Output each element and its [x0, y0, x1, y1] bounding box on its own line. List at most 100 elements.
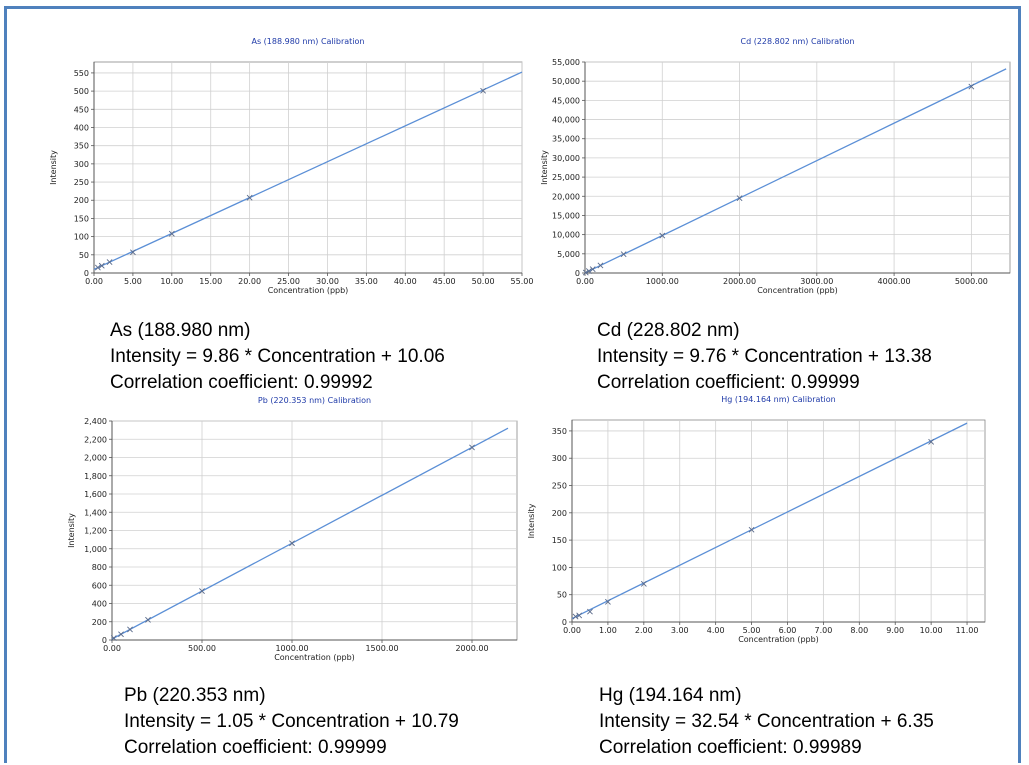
x-tick-label: 45.00	[433, 277, 456, 286]
data-point	[659, 232, 666, 239]
x-tick-label: 35.00	[355, 277, 378, 286]
data-point	[640, 580, 647, 587]
y-tick-label: 450	[74, 105, 89, 114]
data-point-stroke	[199, 588, 205, 595]
caption-hg: Hg (194.164 nm) Intensity = 32.54 * Conc…	[599, 683, 934, 761]
x-tick-label: 1000.00	[646, 277, 679, 286]
y-axis-label: Intensity	[540, 150, 549, 185]
plot-area	[584, 61, 1011, 274]
chart-svg-hg: 0.00 1.00 2.00 3.00 4.00 5.00 6.00 7.00 8.00 9.00…	[527, 395, 986, 644]
x-tick-label: 9.00	[886, 626, 904, 635]
data-point-stroke	[110, 635, 117, 642]
y-tick-label: 50	[79, 251, 89, 260]
caption-as-equation: Intensity = 9.86 * Concentration + 10.06	[110, 346, 445, 367]
y-tick-label: 1,000	[84, 545, 107, 554]
y-tick-label: 150	[74, 214, 89, 223]
data-point	[106, 259, 113, 266]
y-tick-label: 200	[92, 618, 107, 627]
data-point	[98, 262, 105, 269]
caption-cd: Cd (228.802 nm) Intensity = 9.76 * Conce…	[597, 318, 932, 396]
calibration-line	[93, 71, 523, 270]
chart-panel-hg: 0.00 1.00 2.00 3.00 4.00 5.00 6.00 7.00 8.00 9.00…	[527, 395, 986, 644]
data-point	[928, 438, 935, 445]
y-tick-label: 0	[562, 618, 567, 627]
y-tick-label: 2,400	[84, 417, 107, 426]
x-axis-label: Concentration (ppb)	[268, 286, 349, 295]
y-tick-label: 200	[552, 509, 567, 518]
y-axis-label: Intensity	[67, 513, 76, 548]
x-tick-label: 5.00	[743, 626, 761, 635]
chart-title: As (188.980 nm) Calibration	[252, 37, 365, 46]
calibration-line	[584, 68, 1007, 274]
x-tick-label: 1500.00	[365, 644, 398, 653]
y-tick-label: 30,000	[552, 154, 580, 163]
x-tick-label: 2000.00	[723, 277, 756, 286]
x-tick-label: 50.00	[472, 277, 495, 286]
x-tick-label: 4000.00	[878, 277, 911, 286]
data-point	[469, 444, 475, 451]
y-tick-label: 1,200	[84, 527, 107, 536]
chart-svg-cd: 0.00 1000.00 2000.00 3000.00 4000.00 5000.00 0…	[540, 37, 1011, 295]
data-point	[246, 194, 253, 201]
data-point-stroke	[168, 230, 175, 237]
y-tick-label: 10,000	[552, 231, 580, 240]
y-tick-label: 400	[74, 123, 89, 132]
chart-panel-cd: 0.00 1000.00 2000.00 3000.00 4000.00 5000.00 0…	[0, 0, 1029, 300]
x-tick-label: 7.00	[814, 626, 832, 635]
y-tick-label: 1,600	[84, 490, 107, 499]
x-tick-label: 0.00	[576, 277, 594, 286]
caption-as-element: As (188.980 nm)	[110, 320, 251, 341]
x-tick-label: 11.00	[956, 626, 979, 635]
caption-hg-correlation: Correlation coefficient: 0.99989	[599, 737, 862, 758]
data-point	[585, 268, 592, 275]
y-tick-label: 400	[92, 600, 107, 609]
data-point	[94, 264, 101, 271]
chart-title: Hg (194.164 nm) Calibration	[721, 395, 835, 404]
y-tick-label: 0	[575, 269, 580, 278]
data-point	[604, 598, 611, 605]
y-tick-label: 5,000	[557, 250, 580, 259]
calibration-line	[111, 427, 509, 640]
data-point	[968, 83, 975, 90]
data-point	[576, 612, 583, 619]
caption-hg-element: Hg (194.164 nm)	[599, 685, 742, 706]
x-tick-label: 1000.00	[275, 644, 308, 653]
chart-svg-pb: 0.00 500.00 1000.00 1500.00 2000.00 0 200 400 60…	[67, 396, 518, 662]
caption-cd-element: Cd (228.802 nm)	[597, 320, 740, 341]
chart-title: Cd (228.802 nm) Calibration	[740, 37, 854, 46]
data-point-stroke	[129, 249, 136, 256]
caption-pb-equation: Intensity = 1.05 * Concentration + 10.79	[124, 711, 459, 732]
y-tick-label: 20,000	[552, 192, 580, 201]
x-tick-label: 40.00	[394, 277, 417, 286]
x-tick-label: 25.00	[277, 277, 300, 286]
y-tick-label: 2,200	[84, 435, 107, 444]
x-tick-label: 3000.00	[800, 277, 833, 286]
data-point-stroke	[620, 251, 627, 258]
x-tick-label: 4.00	[707, 626, 725, 635]
data-point	[620, 251, 627, 258]
chart-svg-as: 0.00 5.00 10.00 15.00 20.00 25.00 30.00 35.00 40…	[49, 37, 533, 295]
caption-as-correlation: Correlation coefficient: 0.99992	[110, 372, 373, 393]
x-tick-label: 0.00	[85, 277, 103, 286]
x-tick-label: 0.00	[563, 626, 581, 635]
data-point	[199, 588, 205, 595]
x-tick-label: 6.00	[779, 626, 797, 635]
data-point-stroke	[94, 264, 101, 271]
plot-area	[93, 61, 523, 274]
x-tick-label: 0.00	[103, 644, 121, 653]
y-tick-label: 2,000	[84, 454, 107, 463]
y-tick-label: 0	[84, 269, 89, 278]
y-tick-label: 50,000	[552, 77, 580, 86]
data-point	[597, 262, 604, 269]
chart-panel-as: 0.00 5.00 10.00 15.00 20.00 25.00 30.00 35.00 40…	[0, 0, 1029, 300]
y-tick-label: 300	[74, 160, 89, 169]
caption-pb: Pb (220.353 nm) Intensity = 1.05 * Conce…	[124, 683, 459, 761]
data-point-stroke	[640, 580, 647, 587]
x-axis-label: Concentration (ppb)	[757, 286, 838, 295]
y-tick-label: 0	[102, 636, 107, 645]
data-point-stroke	[246, 194, 253, 201]
x-tick-label: 20.00	[238, 277, 261, 286]
data-point	[582, 269, 589, 276]
data-point	[129, 249, 136, 256]
x-tick-label: 3.00	[671, 626, 689, 635]
